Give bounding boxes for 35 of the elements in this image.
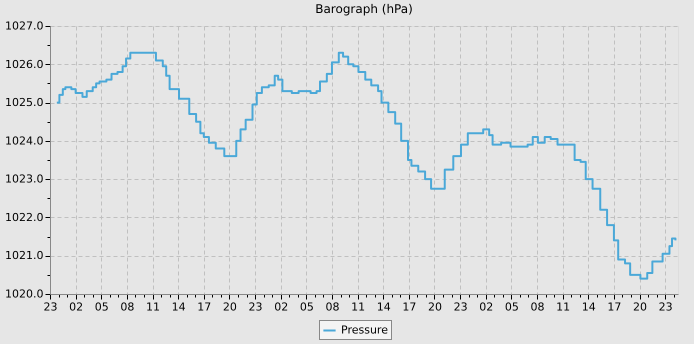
x-tick-label: 17 <box>607 300 622 314</box>
y-tick-label: 1021.0 <box>5 249 44 262</box>
y-tick-label: 1020.0 <box>5 288 44 300</box>
x-tick-label: 23 <box>454 300 468 314</box>
x-tick-label: 23 <box>248 300 263 314</box>
y-tick-label: 1023.0 <box>5 172 44 186</box>
x-tick-label: 23 <box>658 300 673 314</box>
x-tick-label: 14 <box>582 300 596 314</box>
x-tick-label: 08 <box>530 300 545 314</box>
x-tick-label: 11 <box>351 300 366 314</box>
x-tick-label: 17 <box>402 300 416 314</box>
x-tick-label: 20 <box>633 300 648 314</box>
y-tick-label: 1027.0 <box>5 20 44 32</box>
x-tick-label: 14 <box>376 300 391 314</box>
chart-title: Barograph (hPa) <box>315 2 413 16</box>
x-tick-label: 23 <box>44 300 58 314</box>
x-tick-label: 11 <box>146 300 160 314</box>
x-tick-label: 11 <box>556 300 570 314</box>
x-tick-label: 20 <box>222 300 237 314</box>
y-tick-label: 1024.0 <box>5 134 44 148</box>
y-tick-label: 1026.0 <box>5 58 44 71</box>
x-tick-label: 05 <box>300 300 314 314</box>
x-tick-label: 17 <box>197 300 212 314</box>
x-tick-label: 02 <box>479 300 494 314</box>
y-tick-label: 1022.0 <box>5 210 44 224</box>
x-tick-label: 05 <box>94 300 109 314</box>
x-tick-label: 02 <box>274 300 288 314</box>
y-tick-label: 1025.0 <box>5 96 44 110</box>
x-tick-label: 20 <box>428 300 442 314</box>
x-tick-label: 08 <box>120 300 134 314</box>
x-tick-label: 02 <box>69 300 84 314</box>
x-tick-label: 05 <box>504 300 519 314</box>
x-tick-label: 14 <box>172 300 186 314</box>
x-tick-label: 08 <box>325 300 340 314</box>
legend-label: Pressure <box>341 324 388 336</box>
